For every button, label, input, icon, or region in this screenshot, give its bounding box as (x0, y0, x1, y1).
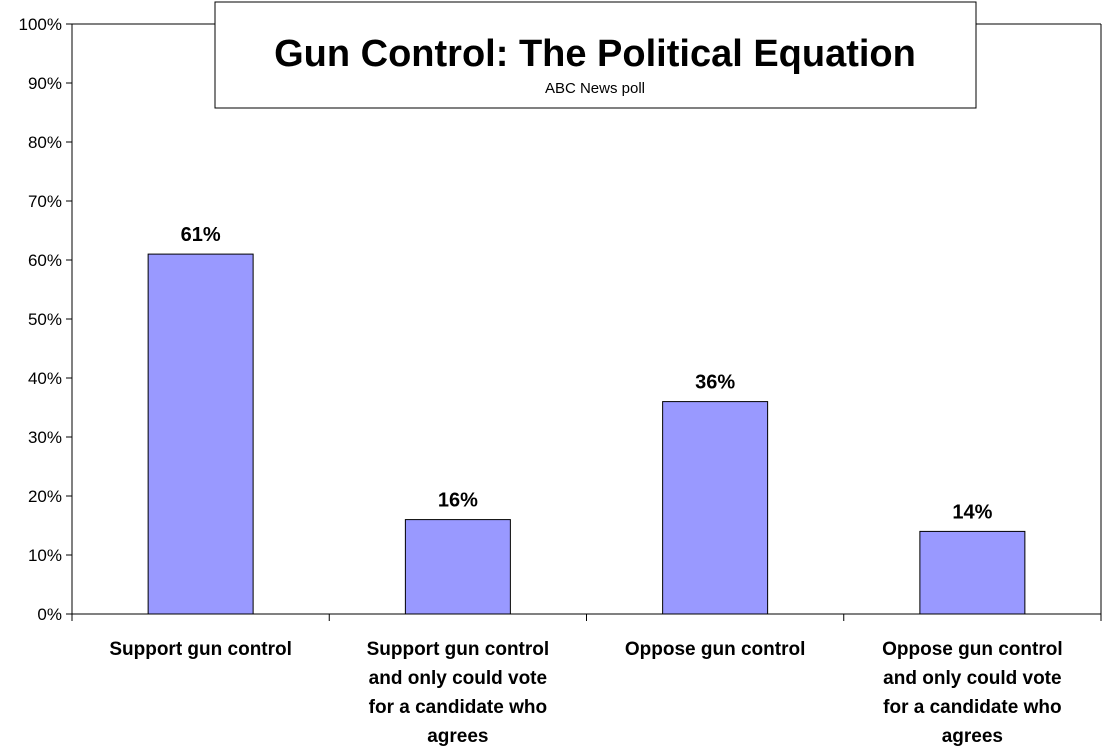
data-label: 16% (438, 490, 478, 512)
bar (919, 530, 1026, 615)
data-label: 14% (952, 501, 992, 523)
y-tick-label: 100% (19, 15, 62, 34)
category-label-line: for a candidate who (883, 697, 1061, 718)
title-box: Gun Control: The Political Equation ABC … (214, 1, 977, 109)
y-tick-label: 50% (28, 310, 62, 329)
y-tick-label: 60% (28, 251, 62, 270)
bars (147, 253, 1026, 615)
bar (147, 253, 254, 615)
data-label: 61% (181, 224, 221, 246)
category-label-line: Oppose gun control (882, 639, 1063, 660)
category-label-line: for a candidate who (369, 697, 547, 718)
category-label-line: Support gun control (109, 639, 292, 660)
y-tick-label: 90% (28, 74, 62, 93)
category-label-line: and only could vote (883, 668, 1061, 689)
category-label-line: agrees (942, 726, 1003, 747)
y-tick-label: 30% (28, 428, 62, 447)
chart-title: Gun Control: The Political Equation (274, 33, 916, 75)
category-label-line: Oppose gun control (625, 639, 806, 660)
category-label: Support gun control and only could vote fo… (367, 639, 550, 747)
y-tick-label: 0% (37, 605, 62, 624)
category-label: Support gun control (109, 639, 292, 660)
y-tick-label: 10% (28, 546, 62, 565)
category-label-line: Support gun control (367, 639, 550, 660)
labels: 0% 10% 20% 30% 40% 50% 60% 70% 80% 90% 100% 61% Supp… (19, 15, 1063, 747)
category-label-line: and only could vote (369, 668, 547, 689)
bar (404, 519, 511, 615)
y-tick-label: 80% (28, 133, 62, 152)
y-tick-label: 70% (28, 192, 62, 211)
category-label: Oppose gun control (625, 639, 806, 660)
bar (662, 401, 769, 615)
data-label: 36% (695, 372, 735, 394)
y-tick-label: 40% (28, 369, 62, 388)
category-label-line: agrees (427, 726, 488, 747)
chart-subtitle: ABC News poll (545, 80, 645, 97)
y-tick-label: 20% (28, 487, 62, 506)
category-label: Oppose gun control and only could vote for… (882, 639, 1063, 747)
